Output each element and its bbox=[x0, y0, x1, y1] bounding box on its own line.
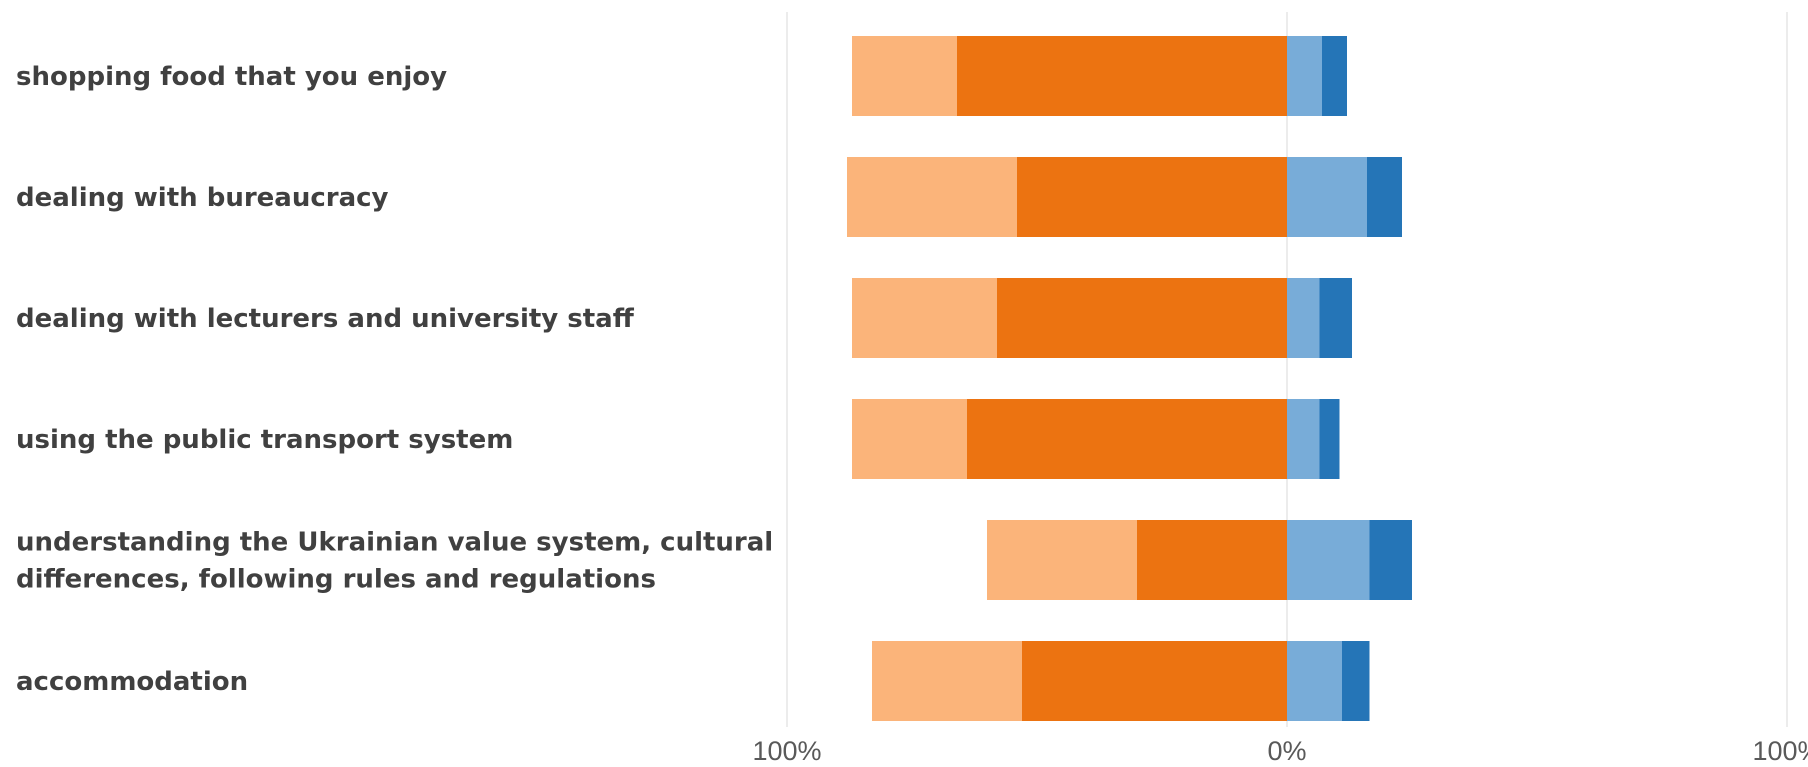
bar-row-2-segment-1 bbox=[852, 278, 997, 358]
bar-row-2-segment-0 bbox=[997, 278, 1287, 358]
bar-row-2-segment-2 bbox=[1287, 278, 1320, 358]
bar-row-5-segment-0 bbox=[1022, 641, 1287, 721]
bar-row-1-segment-0 bbox=[1017, 157, 1287, 237]
bar-row-1-segment-2 bbox=[1287, 157, 1367, 237]
bar-row-0-segment-2 bbox=[1287, 36, 1322, 116]
bar-row-0-segment-1 bbox=[852, 36, 957, 116]
bar-row-2-segment-3 bbox=[1319, 278, 1352, 358]
bar-row-1-segment-1 bbox=[847, 157, 1017, 237]
category-label-4-line-1: differences, following rules and regulat… bbox=[16, 565, 656, 595]
gridlines bbox=[786, 12, 1788, 727]
bar-row-4-segment-2 bbox=[1287, 520, 1370, 600]
bar-row-5-segment-2 bbox=[1287, 641, 1342, 721]
bar-row-3-segment-1 bbox=[852, 399, 967, 479]
category-label-3: using the public transport system bbox=[16, 425, 513, 455]
category-label-2-line-0: dealing with lecturers and university st… bbox=[16, 304, 635, 334]
bar-row-4-segment-1 bbox=[987, 520, 1137, 600]
bar-row-0-segment-3 bbox=[1322, 36, 1347, 116]
category-label-2: dealing with lecturers and university st… bbox=[16, 304, 635, 334]
bars bbox=[847, 36, 1412, 721]
bar-row-0-segment-0 bbox=[957, 36, 1287, 116]
bar-row-4-segment-0 bbox=[1137, 520, 1287, 600]
category-label-0-line-0: shopping food that you enjoy bbox=[16, 62, 447, 92]
x-tick-label-2: 100% bbox=[1752, 736, 1808, 766]
bar-row-5-segment-1 bbox=[872, 641, 1022, 721]
category-label-5-line-0: accommodation bbox=[16, 667, 248, 697]
x-tick-label-0: 100% bbox=[752, 736, 821, 766]
category-label-3-line-0: using the public transport system bbox=[16, 425, 513, 455]
bar-row-5-segment-3 bbox=[1342, 641, 1370, 721]
x-tick-label-1: 0% bbox=[1267, 736, 1306, 766]
category-label-1: dealing with bureaucracy bbox=[16, 183, 389, 213]
x-axis-tick-labels: 100% 0% 100% bbox=[752, 736, 1808, 766]
category-labels: shopping food that you enjoy dealing with… bbox=[16, 62, 773, 697]
category-label-5: accommodation bbox=[16, 667, 248, 697]
bar-row-1-segment-3 bbox=[1367, 157, 1402, 237]
bar-row-3-segment-2 bbox=[1287, 399, 1320, 479]
bar-row-3-segment-3 bbox=[1319, 399, 1340, 479]
bar-row-3-segment-0 bbox=[967, 399, 1287, 479]
bar-row-4-segment-3 bbox=[1369, 520, 1412, 600]
category-label-0: shopping food that you enjoy bbox=[16, 62, 447, 92]
category-label-1-line-0: dealing with bureaucracy bbox=[16, 183, 389, 213]
category-label-4: understanding the Ukrainian value system… bbox=[16, 528, 773, 595]
category-label-4-line-0: understanding the Ukrainian value system… bbox=[16, 528, 773, 558]
